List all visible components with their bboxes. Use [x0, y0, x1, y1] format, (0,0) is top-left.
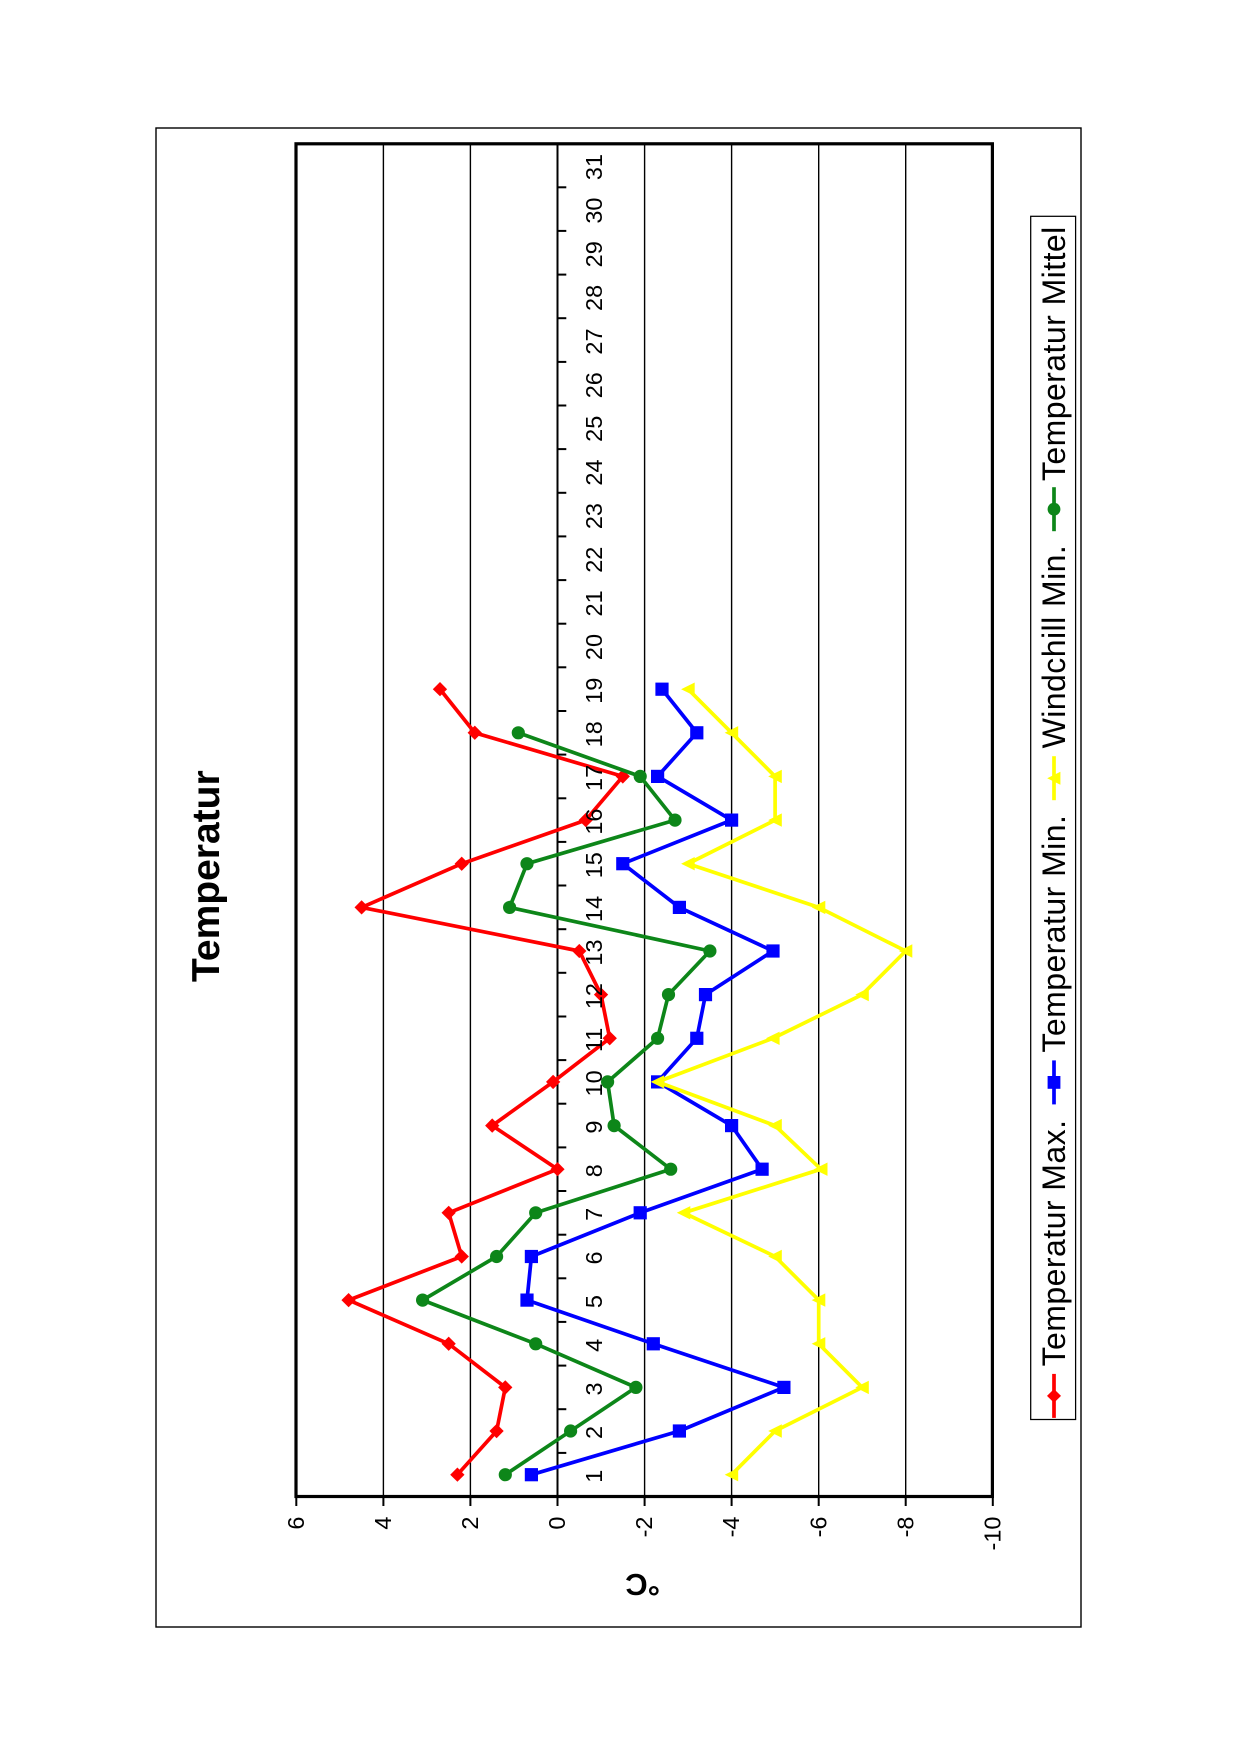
svg-text:22: 22	[581, 547, 607, 573]
svg-text:25: 25	[581, 416, 607, 442]
svg-text:Temperatur Mittel: Temperatur Mittel	[1036, 226, 1072, 481]
svg-text:Windchill Min.: Windchill Min.	[1036, 545, 1072, 749]
svg-text:-4: -4	[718, 1517, 744, 1538]
svg-text:19: 19	[581, 678, 607, 704]
svg-text:18: 18	[581, 721, 607, 747]
svg-text:1: 1	[581, 1470, 607, 1483]
svg-text:5: 5	[581, 1295, 607, 1308]
svg-text:3: 3	[581, 1382, 607, 1395]
svg-text:23: 23	[581, 503, 607, 529]
svg-text:9: 9	[581, 1121, 607, 1134]
svg-text:4: 4	[370, 1517, 396, 1530]
svg-text:-6: -6	[805, 1517, 831, 1538]
svg-text:20: 20	[581, 634, 607, 660]
svg-text:7: 7	[581, 1208, 607, 1221]
svg-text:29: 29	[581, 241, 607, 267]
svg-text:-10: -10	[979, 1517, 1005, 1551]
svg-text:4: 4	[581, 1339, 607, 1352]
svg-text:2: 2	[581, 1426, 607, 1439]
svg-text:6: 6	[581, 1251, 607, 1264]
svg-text:15: 15	[581, 852, 607, 878]
svg-text:26: 26	[581, 372, 607, 398]
svg-text:16: 16	[581, 809, 607, 835]
svg-text:10: 10	[581, 1070, 607, 1096]
svg-text:6: 6	[283, 1517, 309, 1530]
svg-text:Temperatur Min.: Temperatur Min.	[1036, 815, 1072, 1053]
svg-text:31: 31	[581, 154, 607, 180]
svg-text:27: 27	[581, 328, 607, 354]
svg-text:12: 12	[581, 983, 607, 1009]
svg-text:24: 24	[581, 459, 607, 485]
svg-text:30: 30	[581, 198, 607, 224]
svg-text:Temperatur Max.: Temperatur Max.	[1036, 1120, 1072, 1367]
svg-text:11: 11	[581, 1028, 607, 1052]
svg-text:8: 8	[581, 1164, 607, 1177]
svg-text:Temperatur: Temperatur	[185, 770, 228, 982]
svg-text:14: 14	[581, 896, 607, 922]
svg-text:°C: °C	[625, 1567, 660, 1602]
svg-text:-8: -8	[892, 1517, 918, 1538]
svg-text:21: 21	[581, 590, 607, 616]
svg-text:17: 17	[581, 765, 607, 791]
svg-text:28: 28	[581, 285, 607, 311]
svg-text:13: 13	[581, 939, 607, 965]
svg-text:2: 2	[457, 1517, 483, 1530]
svg-text:0: 0	[544, 1517, 570, 1530]
svg-text:-2: -2	[631, 1517, 657, 1538]
